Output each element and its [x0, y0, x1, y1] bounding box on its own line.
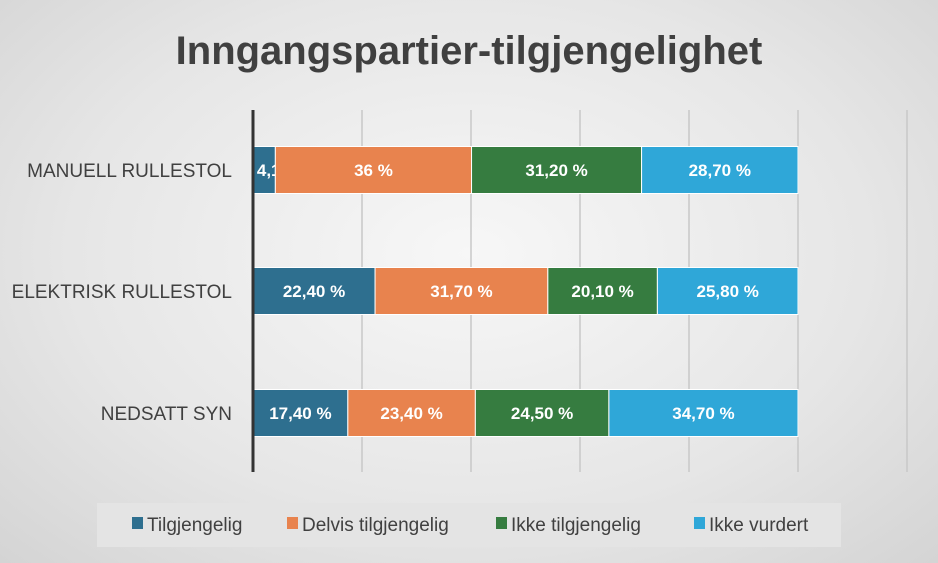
- legend: [97, 503, 841, 547]
- bar-segment: [547, 267, 658, 315]
- bar-segment: [608, 389, 799, 437]
- legend-swatch: [496, 517, 507, 529]
- data-label: 25,80 %: [696, 282, 758, 301]
- category-label: NEDSATT SYN: [101, 404, 232, 425]
- data-label: 31,70 %: [430, 282, 492, 301]
- bar-segment: [656, 267, 799, 315]
- bar-segment: [274, 146, 473, 194]
- bar-segment: [471, 146, 643, 194]
- legend-label: Delvis tilgjengelig: [302, 515, 449, 536]
- bar-segment: [347, 389, 476, 437]
- data-label: 34,70 %: [672, 404, 734, 423]
- legend-swatch: [132, 517, 143, 529]
- data-label: 22,40 %: [283, 282, 345, 301]
- bar-segment: [474, 389, 610, 437]
- bar-segment: [252, 389, 349, 437]
- category-labels: MANUELL RULLESTOL ELEKTRISK RULLESTOL NEDS…: [12, 161, 232, 425]
- legend-items: Tilgjengelig Delvis tilgjengelig Ikke tilg…: [132, 515, 809, 536]
- data-label: 23,40 %: [380, 404, 442, 423]
- data-label: 36 %: [354, 161, 393, 180]
- legend-swatch: [694, 517, 705, 529]
- legend-label: Ikke tilgjengelig: [511, 515, 641, 536]
- legend-swatch: [287, 517, 298, 529]
- data-label: 17,40 %: [269, 404, 331, 423]
- bar-segment: [641, 146, 799, 194]
- bar-segment: [374, 267, 549, 315]
- bar-segment: [252, 267, 376, 315]
- chart-title: Inngangspartier-tilgjengelighet: [176, 29, 763, 73]
- legend-label: Tilgjengelig: [147, 515, 242, 536]
- data-label: 20,10 %: [571, 282, 633, 301]
- data-label: 24,50 %: [511, 404, 573, 423]
- data-label: 31,20 %: [525, 161, 587, 180]
- category-label: MANUELL RULLESTOL: [27, 161, 232, 182]
- bars: 4,10 %36 %31,20 %28,70 %22,40 %31,70 %20…: [252, 146, 799, 437]
- data-label: 28,70 %: [689, 161, 751, 180]
- legend-label: Ikke vurdert: [709, 515, 809, 536]
- category-label: ELEKTRISK RULLESTOL: [12, 282, 232, 303]
